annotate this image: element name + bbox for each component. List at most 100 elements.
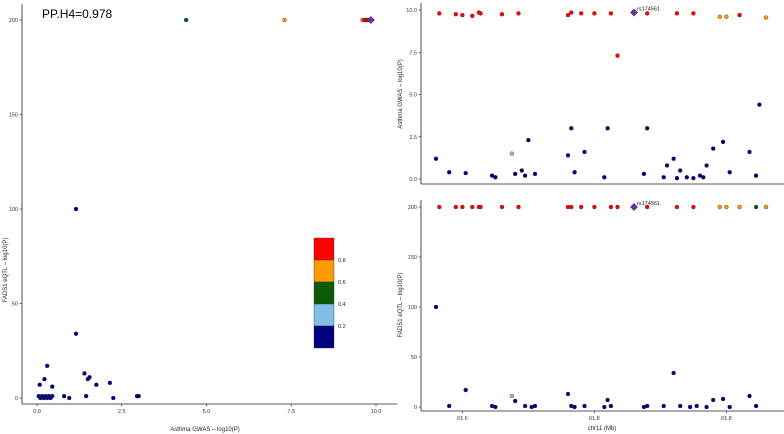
data-point <box>645 126 650 131</box>
data-point <box>433 156 439 161</box>
data-point <box>678 168 683 173</box>
y-tick-label: 100 <box>408 305 417 311</box>
data-point <box>453 12 458 17</box>
data-point <box>50 393 55 399</box>
x-tick-label: 7.5 <box>287 409 295 415</box>
lead-snp-point <box>366 16 375 24</box>
y-tick-label: 150 <box>9 113 18 119</box>
data-point <box>763 204 769 210</box>
data-point <box>691 11 696 16</box>
data-point <box>645 204 650 210</box>
data-point <box>737 204 742 210</box>
y-tick-label: 5.0 <box>409 93 417 99</box>
data-point <box>513 398 518 404</box>
legend-swatch-10 <box>313 237 335 261</box>
left-y-axis-label: FADS1 eQTL – log10(P) <box>3 238 9 303</box>
data-point <box>67 395 72 401</box>
data-point <box>42 376 47 382</box>
data-point <box>753 204 759 210</box>
x-tick-label: 61.8 <box>721 416 732 422</box>
data-point <box>282 17 287 23</box>
data-point <box>747 149 752 155</box>
data-point <box>671 370 676 376</box>
y-tick-label: 200 <box>9 18 18 24</box>
y-tick-label: 10.0 <box>406 8 417 14</box>
data-point <box>661 403 666 409</box>
data-point <box>727 404 732 410</box>
data-point <box>453 204 458 210</box>
data-point <box>701 175 706 180</box>
data-point <box>717 14 722 19</box>
data-point <box>433 304 439 310</box>
data-point <box>509 393 515 399</box>
data-point <box>671 156 676 161</box>
data-point <box>565 153 571 158</box>
x-tick-label: 5.0 <box>203 409 211 415</box>
left-y-ticks: 0 50 100 150 200 <box>9 18 22 402</box>
data-point <box>463 170 468 176</box>
data-point <box>526 137 531 143</box>
data-point <box>522 173 528 178</box>
br-x-axis-label: chr11 (Mb) <box>588 426 617 432</box>
data-point <box>724 204 729 210</box>
eqtl-panel: 0 50 100 150 200 61.6 61.8 61.8 rs174561 FADS1… <box>398 200 784 432</box>
data-point <box>94 382 99 387</box>
data-point <box>757 102 762 107</box>
scatter-panel: PP.H4=0.978 0 50 100 150 200 0.0 2.5 5.0 7.5 10.… <box>3 4 397 433</box>
data-point <box>724 14 729 19</box>
data-point <box>499 12 505 17</box>
data-point <box>678 403 683 409</box>
data-point <box>608 403 614 409</box>
br-y-axis-label: FADS1 eQTL – log10(P) <box>398 273 404 338</box>
data-point <box>737 12 742 18</box>
data-point <box>711 146 716 151</box>
br-x-ticks: 61.6 61.8 61.8 <box>457 411 732 422</box>
data-point <box>661 175 666 180</box>
data-point <box>592 11 597 16</box>
data-point <box>615 53 620 58</box>
data-point <box>83 393 89 399</box>
data-point <box>592 204 597 210</box>
data-point <box>107 380 113 386</box>
lead-snp-point <box>630 8 638 17</box>
data-point <box>37 382 42 387</box>
data-point <box>753 403 759 409</box>
data-point <box>44 363 50 369</box>
data-point <box>645 11 650 16</box>
data-point <box>493 404 498 410</box>
legend-label-06: 0.6 <box>338 280 346 286</box>
ld-legend: 0.8 0.6 0.4 0.2 <box>313 237 346 349</box>
data-point <box>727 170 732 175</box>
x-tick-label: 61.8 <box>589 416 600 422</box>
y-tick-label: 0 <box>15 396 18 402</box>
data-point <box>602 404 607 410</box>
tr-y-axis-label: Asthma GWAS – log10(P) <box>398 59 404 128</box>
data-point <box>753 173 759 178</box>
data-point <box>605 126 610 131</box>
left-x-axis-label: Asthma GWAS – log10(P) <box>170 427 239 433</box>
data-point <box>694 403 699 409</box>
data-point <box>532 403 538 409</box>
x-tick-label: 2.5 <box>118 409 126 415</box>
data-point <box>579 204 584 210</box>
data-point <box>674 11 680 16</box>
y-tick-label: 150 <box>408 255 417 261</box>
data-point <box>463 387 468 393</box>
legend-label-02: 0.2 <box>338 324 346 330</box>
legend-swatch-04 <box>313 303 335 327</box>
data-point <box>478 11 483 16</box>
lead-snp-label: rs174561 <box>637 7 660 13</box>
legend-label-04: 0.4 <box>338 302 346 308</box>
data-point <box>447 403 452 409</box>
data-point <box>519 168 524 173</box>
data-point <box>641 171 647 177</box>
data-point <box>602 175 607 180</box>
legend-swatch-02 <box>313 325 335 349</box>
data-point <box>470 13 475 19</box>
data-point <box>73 206 79 212</box>
data-point <box>532 171 538 177</box>
y-tick-label: 50 <box>411 355 417 361</box>
data-point <box>460 12 465 18</box>
data-point <box>572 170 577 175</box>
